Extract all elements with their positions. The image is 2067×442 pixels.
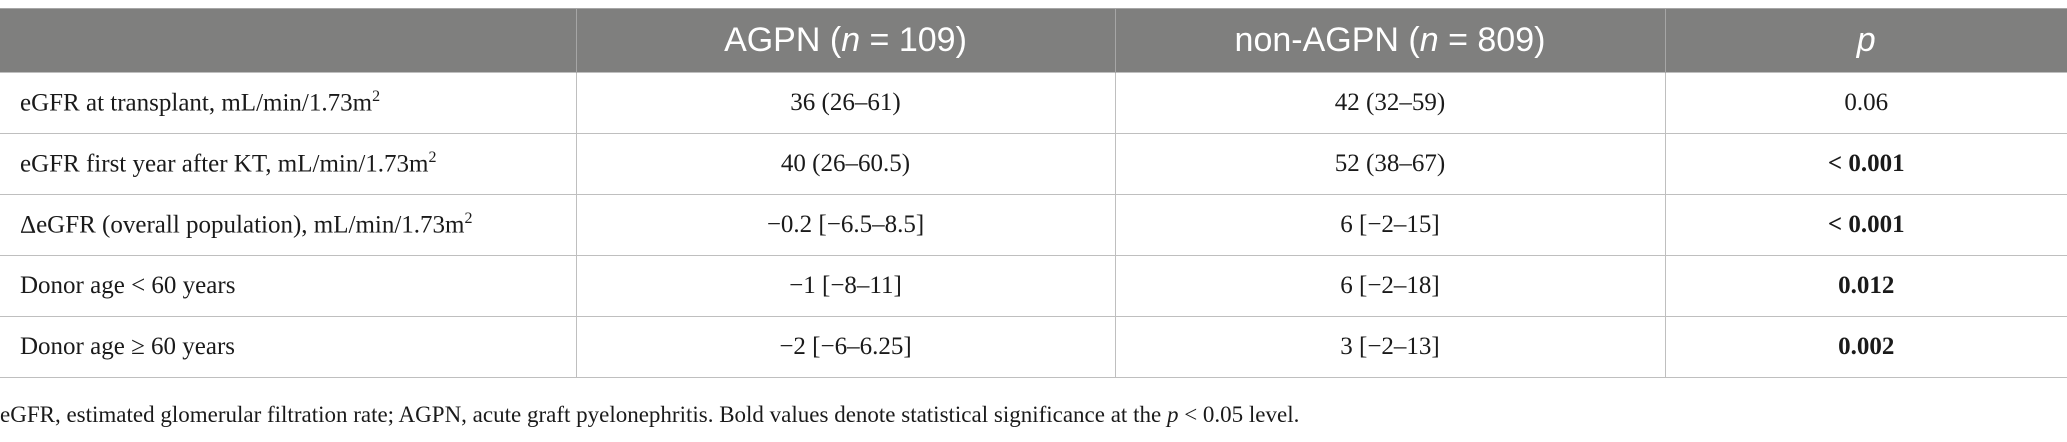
agpn-value-cell: 40 (26–60.5) — [575, 133, 1116, 195]
results-table: AGPN (n = 109) non-AGPN (n = 809) p eGFR… — [0, 8, 2067, 378]
p-value-cell: 0.002 — [1664, 316, 2067, 378]
non-agpn-value-cell: 6 [−2–18] — [1114, 255, 1666, 317]
p-value-cell: < 0.001 — [1664, 133, 2067, 195]
row-label-cell: Donor age < 60 years — [0, 255, 577, 317]
row-label-cell: eGFR at transplant, mL/min/1.73m2 — [0, 72, 577, 134]
header-empty — [0, 8, 577, 73]
table-row: eGFR at transplant, mL/min/1.73m2 36 (26–… — [0, 72, 2067, 134]
header-row: AGPN (n = 109) non-AGPN (n = 809) p — [0, 8, 2067, 73]
row-label-cell: ΔeGFR (overall population), mL/min/1.73m… — [0, 194, 577, 256]
row-label-cell: Donor age ≥ 60 years — [0, 316, 577, 378]
agpn-value-cell: −2 [−6–6.25] — [575, 316, 1116, 378]
table-row: Donor age < 60 years −1 [−8–11] 6 [−2–18] 0… — [0, 255, 2067, 317]
non-agpn-value-cell: 3 [−2–13] — [1114, 316, 1666, 378]
header-non-agpn: non-AGPN (n = 809) — [1114, 8, 1666, 73]
non-agpn-value-cell: 6 [−2–15] — [1114, 194, 1666, 256]
table-row: eGFR first year after KT, mL/min/1.73m2 4… — [0, 133, 2067, 195]
agpn-value-cell: 36 (26–61) — [575, 72, 1116, 134]
row-label-cell: eGFR first year after KT, mL/min/1.73m2 — [0, 133, 577, 195]
p-value-cell: < 0.001 — [1664, 194, 2067, 256]
p-value-cell: 0.06 — [1664, 72, 2067, 134]
table-footnote: eGFR, estimated glomerular filtration ra… — [0, 402, 1300, 427]
table-row: ΔeGFR (overall population), mL/min/1.73m… — [0, 194, 2067, 256]
results-table-container: AGPN (n = 109) non-AGPN (n = 809) p eGFR… — [0, 8, 2067, 378]
non-agpn-value-cell: 42 (32–59) — [1114, 72, 1666, 134]
agpn-value-cell: −1 [−8–11] — [575, 255, 1116, 317]
p-value-cell: 0.012 — [1664, 255, 2067, 317]
header-p-value: p — [1664, 8, 2067, 73]
table-row: Donor age ≥ 60 years −2 [−6–6.25] 3 [−2–13… — [0, 316, 2067, 378]
header-agpn: AGPN (n = 109) — [575, 8, 1116, 73]
non-agpn-value-cell: 52 (38–67) — [1114, 133, 1666, 195]
agpn-value-cell: −0.2 [−6.5–8.5] — [575, 194, 1116, 256]
